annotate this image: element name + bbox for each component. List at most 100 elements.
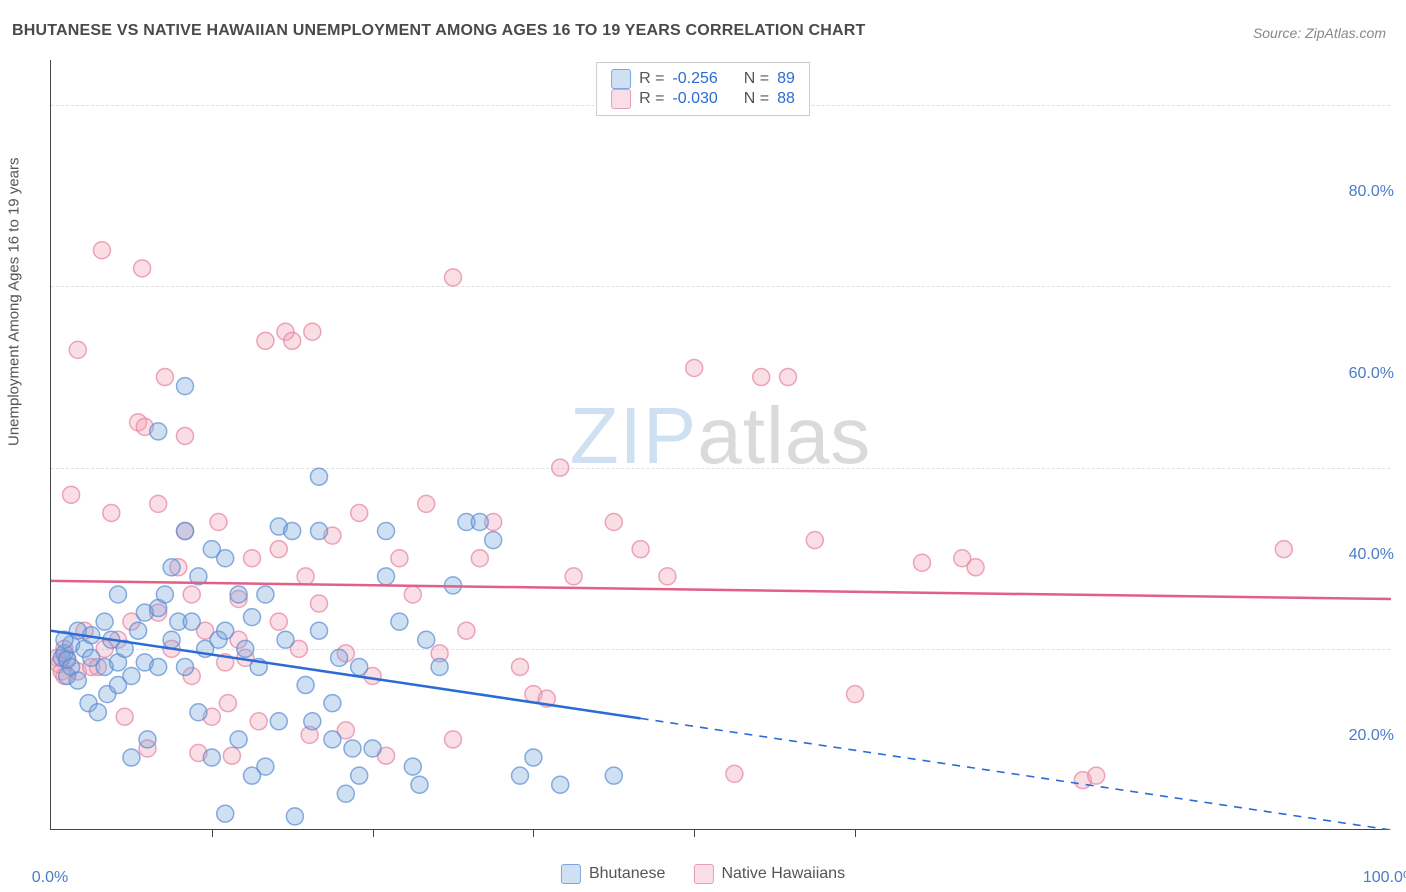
data-point [351, 658, 368, 675]
data-point [170, 559, 187, 576]
data-point [324, 527, 341, 544]
data-point [284, 332, 301, 349]
data-point [110, 654, 127, 671]
data-point [337, 785, 354, 802]
data-point [96, 658, 113, 675]
data-point [565, 568, 582, 585]
data-point [525, 686, 542, 703]
data-point [391, 613, 408, 630]
data-point [197, 622, 214, 639]
data-point [190, 568, 207, 585]
data-point [512, 658, 529, 675]
data-point [1275, 541, 1292, 558]
data-point [183, 668, 200, 685]
x-tick [694, 829, 695, 837]
x-tick [855, 829, 856, 837]
y-tick-label-60: 60.0% [1349, 365, 1394, 383]
data-point [217, 550, 234, 567]
data-point [130, 414, 147, 431]
data-point [686, 360, 703, 377]
data-point [230, 586, 247, 603]
data-point [324, 731, 341, 748]
data-point [301, 726, 318, 743]
data-point [250, 658, 267, 675]
data-point [69, 622, 86, 639]
data-point [170, 613, 187, 630]
r-label-2: R = [639, 90, 664, 108]
data-point [512, 767, 529, 784]
data-point [203, 749, 220, 766]
data-point [96, 613, 113, 630]
data-point [59, 668, 76, 685]
data-point [116, 708, 133, 725]
data-point [806, 532, 823, 549]
data-point [286, 808, 303, 825]
data-point [230, 591, 247, 608]
data-point [250, 713, 267, 730]
data-point [136, 604, 153, 621]
y-tick-label-80: 80.0% [1349, 183, 1394, 201]
chart-title: BHUTANESE VS NATIVE HAWAIIAN UNEMPLOYMEN… [12, 22, 866, 40]
data-point [270, 518, 287, 535]
data-point [59, 649, 76, 666]
data-point [284, 523, 301, 540]
data-point [538, 690, 555, 707]
data-point [230, 631, 247, 648]
data-point [445, 731, 462, 748]
x-tick [373, 829, 374, 837]
data-point [277, 631, 294, 648]
data-point [311, 595, 328, 612]
data-point [53, 663, 70, 680]
data-point [110, 631, 127, 648]
data-point [378, 568, 395, 585]
watermark-atlas: atlas [697, 390, 871, 479]
data-point [83, 649, 100, 666]
stats-row-1: R = -0.256 N = 89 [611, 69, 795, 89]
data-point [552, 776, 569, 793]
regression-line-dashed [641, 718, 1391, 830]
chart-svg [51, 60, 1391, 830]
data-point [177, 523, 194, 540]
data-point [471, 550, 488, 567]
data-point [418, 495, 435, 512]
data-point [411, 776, 428, 793]
data-point [244, 609, 261, 626]
stats-box: R = -0.256 N = 89 R = -0.030 N = 88 [596, 62, 810, 116]
data-point [150, 423, 167, 440]
data-point [364, 740, 381, 757]
data-point [344, 740, 361, 757]
swatch-blue-icon [611, 69, 631, 89]
data-point [217, 622, 234, 639]
data-point [123, 749, 140, 766]
data-point [150, 495, 167, 512]
data-point [270, 541, 287, 558]
data-point [136, 418, 153, 435]
data-point [63, 486, 80, 503]
data-point [431, 645, 448, 662]
data-point [110, 677, 127, 694]
data-point [123, 613, 140, 630]
data-point [753, 369, 770, 386]
data-point [391, 550, 408, 567]
data-point [93, 242, 110, 259]
data-point [337, 645, 354, 662]
data-point [219, 695, 236, 712]
x-tick-label-0: 0.0% [32, 869, 68, 887]
data-point [156, 586, 173, 603]
data-point [190, 745, 207, 762]
legend-item-1: Bhutanese [561, 864, 666, 884]
swatch-pink-icon [611, 89, 631, 109]
data-point [163, 631, 180, 648]
data-point [217, 654, 234, 671]
legend-swatch-blue-icon [561, 864, 581, 884]
x-tick [212, 829, 213, 837]
data-point [69, 341, 86, 358]
data-point [56, 645, 73, 662]
grid-line [51, 468, 1390, 469]
regression-line [51, 631, 641, 719]
data-point [270, 713, 287, 730]
data-point [485, 532, 502, 549]
legend-label-1: Bhutanese [589, 865, 666, 883]
n-label-2: N = [744, 90, 769, 108]
data-point [150, 658, 167, 675]
